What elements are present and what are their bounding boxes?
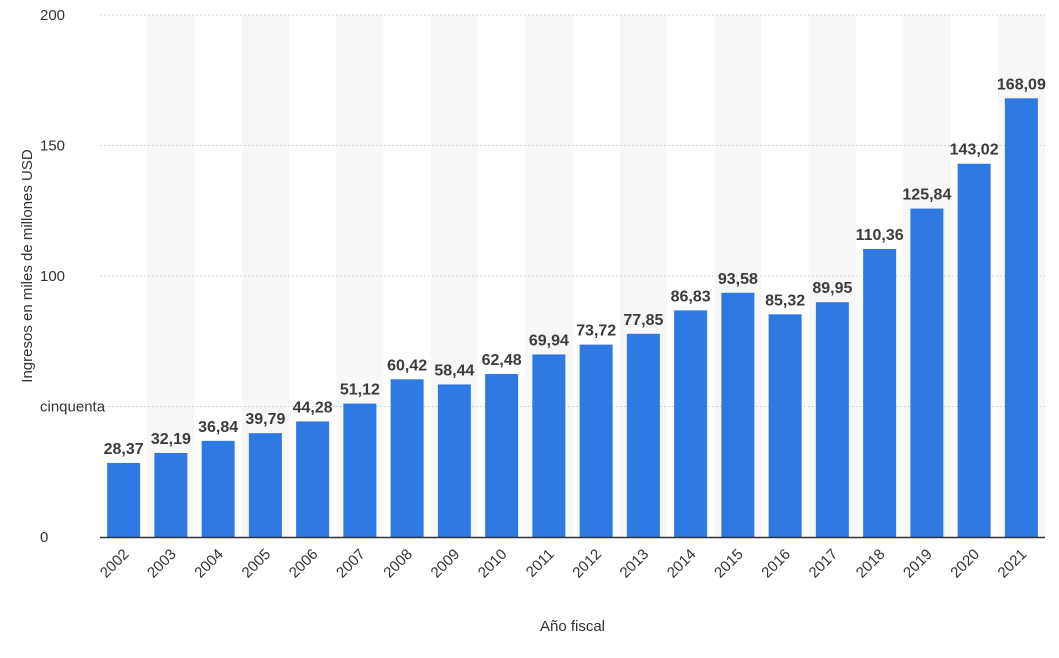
bar <box>815 302 849 537</box>
bar <box>248 433 282 537</box>
bars <box>107 98 1038 538</box>
y-tick-label: cinquenta <box>40 399 106 416</box>
x-tick-label: 2002 <box>97 546 133 582</box>
data-label: 39,79 <box>245 411 285 428</box>
x-tick-label: 2020 <box>947 546 983 582</box>
data-labels: 28,37 32,19 36,84 39,79 44,28 51,12 60,42 58,44… <box>104 76 1046 458</box>
bar <box>863 248 897 538</box>
bar <box>957 163 991 537</box>
bar <box>910 208 944 537</box>
x-tick-label: 2015 <box>711 546 747 582</box>
bar <box>343 403 377 537</box>
data-label: 28,37 <box>104 441 144 458</box>
data-label: 32,19 <box>151 431 191 448</box>
bar <box>296 421 330 537</box>
x-tick-label: 2014 <box>664 546 700 582</box>
bar <box>626 333 660 537</box>
x-tick-label: 2009 <box>428 546 464 582</box>
x-tick-label: 2018 <box>853 546 889 582</box>
x-tick-label: 2005 <box>239 546 275 582</box>
data-label: 168,09 <box>997 76 1046 93</box>
data-label: 58,44 <box>434 362 474 379</box>
data-label: 110,36 <box>856 227 904 244</box>
bar <box>154 452 188 537</box>
data-label: 125,84 <box>902 187 951 204</box>
data-label: 143,02 <box>950 142 999 159</box>
data-label: 62,48 <box>482 352 522 369</box>
x-axis-title: Año fiscal <box>540 618 605 635</box>
data-label: 36,84 <box>198 419 238 436</box>
x-tick-label: 2006 <box>286 546 322 582</box>
x-tick-label: 2008 <box>380 546 416 582</box>
bar <box>1004 98 1038 538</box>
x-tick-label: 2010 <box>475 546 511 582</box>
data-label: 86,83 <box>671 288 711 305</box>
x-tick-label: 2003 <box>144 546 180 582</box>
x-tick-label: 2019 <box>900 546 936 582</box>
data-label: 51,12 <box>340 382 380 399</box>
data-label: 85,32 <box>765 292 805 309</box>
x-tick-label: 2012 <box>569 546 605 582</box>
bar <box>768 314 802 537</box>
data-label: 89,95 <box>812 280 852 297</box>
column-band <box>147 15 195 537</box>
bar <box>532 354 566 537</box>
data-label: 60,42 <box>387 357 427 374</box>
data-label: 69,94 <box>529 332 569 349</box>
data-label: 93,58 <box>718 271 758 288</box>
y-axis-ticks: 0 cinquenta 100 150 200 <box>40 7 106 546</box>
y-tick-label: 0 <box>40 529 48 546</box>
data-label: 77,85 <box>623 312 663 329</box>
bar <box>721 292 755 537</box>
bar <box>201 440 235 537</box>
x-tick-label: 2011 <box>523 546 558 581</box>
x-tick-label: 2013 <box>617 546 653 582</box>
bar <box>485 373 519 537</box>
x-tick-label: 2017 <box>806 546 842 582</box>
bar <box>579 344 613 537</box>
x-tick-label: 2007 <box>333 546 369 582</box>
x-tick-label: 2004 <box>191 546 227 582</box>
bar <box>390 379 424 537</box>
x-tick-label: 2021 <box>995 546 1031 582</box>
grid-lines <box>100 14 1045 407</box>
y-tick-label: 200 <box>40 7 65 24</box>
y-tick-label: 150 <box>40 138 65 155</box>
x-tick-label: 2016 <box>758 546 794 582</box>
y-tick-label: 100 <box>40 268 65 285</box>
data-label: 73,72 <box>576 323 616 340</box>
y-axis-title: Ingresos en miles de millones USD <box>19 149 36 383</box>
bar <box>107 462 141 537</box>
data-label: 44,28 <box>293 399 333 416</box>
bar <box>674 310 708 537</box>
x-axis-ticks: 2002 2003 2004 2005 2006 2007 2008 2009 2010 2011… <box>97 546 1030 582</box>
bar <box>437 384 471 537</box>
